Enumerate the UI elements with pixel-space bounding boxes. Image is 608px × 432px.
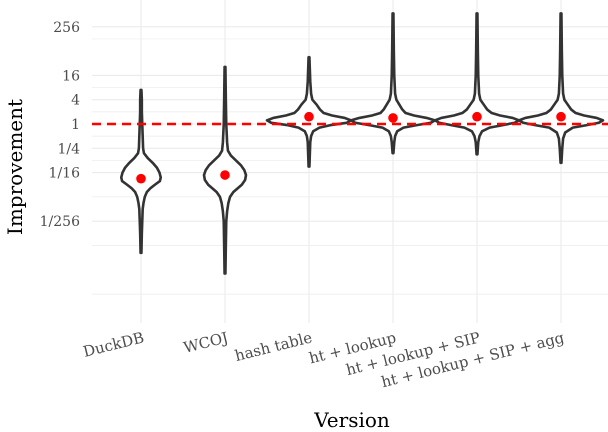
violin-5 — [433, 12, 521, 156]
y-tick-label: 1/16 — [49, 166, 81, 182]
median-point-5 — [472, 111, 482, 122]
x-axis-title: Version — [313, 408, 390, 432]
y-tick-label: 16 — [62, 68, 80, 84]
median-point-6 — [556, 111, 566, 122]
median-point-4 — [388, 113, 398, 123]
grid-lines — [92, 0, 608, 323]
y-tick-label: 1/4 — [57, 141, 80, 157]
violin-1 — [119, 88, 163, 255]
median-point-2 — [220, 170, 230, 180]
y-tick-labels: 1/256 1/16 1/4 1 4 16 256 — [40, 20, 80, 230]
median-point-3 — [304, 111, 314, 122]
x-tick-label: hash table — [233, 328, 314, 365]
y-tick-label: 1 — [71, 117, 80, 133]
y-tick-label: 4 — [71, 93, 80, 109]
violin-4 — [349, 12, 437, 155]
x-tick-label: WCOJ — [182, 328, 230, 356]
x-tick-label: DuckDB — [81, 328, 146, 361]
y-tick-label: 1/256 — [40, 214, 80, 230]
y-tick-label: 256 — [53, 20, 80, 36]
violin-6 — [517, 12, 605, 165]
median-points — [136, 111, 566, 184]
violins — [119, 12, 605, 275]
y-axis-title: Improvement — [3, 99, 27, 235]
median-point-1 — [136, 173, 146, 184]
violin-2 — [202, 65, 248, 275]
